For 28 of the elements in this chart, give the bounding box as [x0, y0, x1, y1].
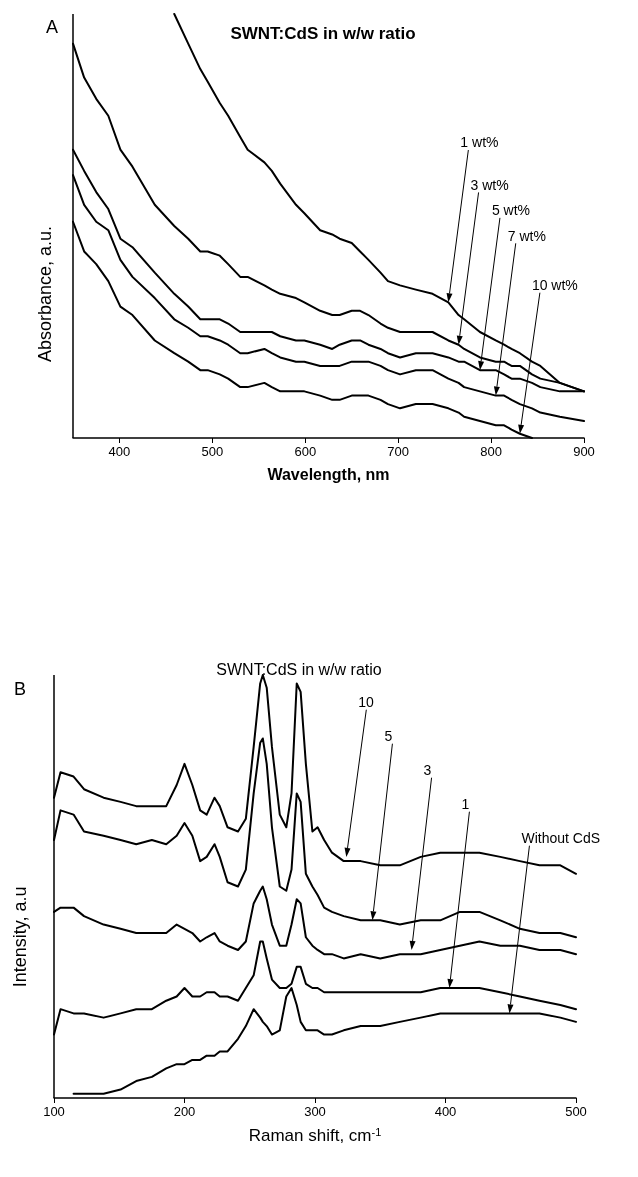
x-axis-title: Wavelength, nm	[267, 465, 390, 483]
x-tick-label: 500	[201, 444, 224, 459]
annotation: 10 wt%	[531, 277, 578, 293]
annotation: 7 wt%	[507, 227, 546, 244]
x-tick-label: 100	[43, 1104, 65, 1119]
x-tick-label: 300	[304, 1104, 326, 1119]
annotation: 5	[384, 728, 393, 744]
y-axis-title: Absorbance, a.u.	[35, 226, 55, 363]
annotation: 1	[461, 796, 470, 812]
x-tick-label: 400	[434, 1104, 457, 1119]
chart-title: SWNT:CdS in w/w ratio	[216, 660, 382, 678]
x-tick-label: 500	[565, 1104, 587, 1119]
x-tick-label: 700	[387, 444, 410, 459]
x-tick-label: 800	[480, 444, 502, 459]
text: SWNT:CdS in w/w ratio	[230, 24, 416, 43]
annotation: 3	[423, 762, 432, 778]
annotation: Without CdS	[521, 830, 601, 846]
x-tick-label: 600	[294, 444, 317, 459]
x-tick-label: 900	[573, 444, 595, 459]
x-tick-label: 200	[173, 1104, 196, 1119]
annotation: 10	[358, 694, 375, 710]
annotation: 1 wt%	[460, 134, 499, 151]
text: A	[46, 17, 59, 37]
y-axis-title: Intensity, a.u	[10, 886, 30, 988]
x-tick-label: 400	[108, 444, 131, 459]
annotation: 5 wt%	[491, 202, 531, 219]
text: B	[14, 679, 27, 699]
annotation: 3 wt%	[470, 176, 509, 193]
